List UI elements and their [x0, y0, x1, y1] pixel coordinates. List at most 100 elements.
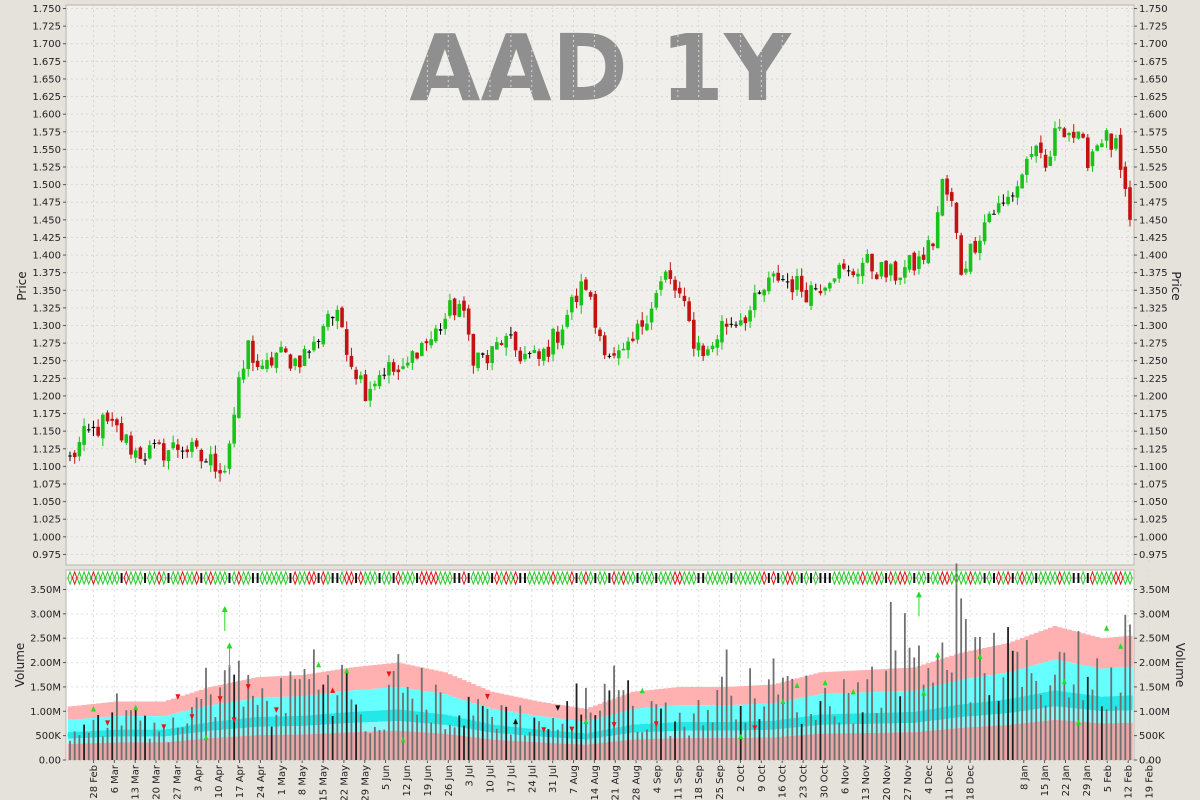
- volume-band-cyan: [527, 714, 533, 729]
- volume-band-pink: [949, 655, 955, 682]
- ohlc-body: [696, 342, 701, 351]
- price-tick-label-right: 1.750: [1139, 4, 1168, 15]
- volume-band-pink: [550, 703, 556, 718]
- volume-bar: [247, 674, 250, 760]
- volume-band-pink: [367, 665, 373, 690]
- ohlc-body: [1043, 154, 1048, 168]
- volume-band-pink: [808, 674, 814, 697]
- marker-bar-black: [819, 573, 822, 583]
- volume-bar: [1082, 700, 1084, 760]
- volume-bar: [786, 676, 789, 760]
- price-tick-label-right: 1.400: [1139, 251, 1168, 262]
- ohlc-body: [199, 449, 204, 462]
- price-tick-label-right: 1.625: [1139, 92, 1168, 103]
- volume-band-pink: [1061, 628, 1068, 662]
- volume-band-pink: [982, 647, 988, 676]
- ohlc-body: [978, 240, 982, 254]
- volume-bar: [688, 735, 691, 760]
- volume-band-cyan: [1071, 663, 1077, 693]
- signal-arrow-icon: [231, 717, 237, 723]
- ohlc-body: [912, 252, 917, 271]
- volume-band-teal: [635, 724, 641, 733]
- ohlc-body: [143, 459, 147, 461]
- volume-band-pink: [372, 665, 378, 689]
- volume-band-cyan: [274, 697, 280, 717]
- ohlc-body: [1076, 131, 1081, 139]
- volume-bar: [406, 686, 409, 760]
- ohlc-body: [1118, 134, 1123, 170]
- volume-bar: [181, 727, 184, 760]
- marker-diamond-green: [601, 570, 608, 586]
- signal-arrow-icon: [1075, 719, 1081, 725]
- volume-bar: [932, 682, 934, 760]
- volume-bar: [964, 619, 967, 760]
- marker-bar-black: [767, 573, 770, 583]
- signal-arrow-icon: [386, 671, 392, 678]
- date-tick-label: 3 Jul: [465, 765, 476, 787]
- marker-diamond-green: [906, 570, 913, 586]
- ohlc-body: [626, 341, 630, 351]
- ohlc-body: [884, 260, 888, 278]
- date-tick-label: 7 Aug: [569, 765, 580, 794]
- volume-band-pink: [128, 701, 134, 717]
- ohlc-body: [185, 449, 190, 453]
- volume-bar: [650, 701, 653, 760]
- volume-band-lightcyan: [372, 722, 378, 732]
- price-tick-label-left: 1.600: [32, 110, 61, 121]
- volume-bar: [116, 693, 118, 760]
- volume-band-pink: [700, 686, 706, 706]
- date-tick-label: 21 Aug: [611, 765, 622, 800]
- price-tick-label-left: 1.550: [32, 145, 61, 156]
- volume-band-cyan: [442, 694, 448, 715]
- volume-band-pink: [335, 669, 341, 693]
- volume-band-pink: [147, 701, 153, 717]
- volume-bar: [570, 729, 573, 760]
- volume-bar: [599, 710, 601, 760]
- volume-band-cyan: [100, 717, 106, 731]
- marker-bar-black: [655, 573, 658, 583]
- volume-bar: [622, 690, 625, 760]
- marker-diamond-red: [193, 570, 200, 586]
- ohlc-body: [1015, 186, 1020, 198]
- volume-bar: [1049, 685, 1052, 760]
- marker-diamond-green: [447, 570, 453, 586]
- volume-band-teal: [508, 726, 514, 735]
- marker-diamond-red: [569, 570, 575, 586]
- volume-band-pink: [358, 666, 364, 690]
- date-tick-label: 10 Jul: [486, 765, 497, 793]
- volume-bar: [144, 715, 146, 760]
- marker-bar-black: [983, 573, 986, 583]
- ohlc-body: [401, 366, 405, 369]
- price-tick-label-left: 1.725: [32, 22, 61, 33]
- date-tick-label: 24 Jul: [527, 765, 538, 793]
- volume-band-pink: [663, 688, 669, 707]
- volume-band-pink: [850, 670, 857, 693]
- price-tick-label-right: 1.475: [1139, 198, 1168, 209]
- volume-band-pink: [733, 686, 739, 705]
- price-axis-label-left: Price: [15, 271, 29, 300]
- volume-bar: [556, 729, 559, 760]
- ohlc-body: [1025, 158, 1029, 175]
- volume-bar: [613, 665, 615, 760]
- volume-band-pink: [456, 678, 463, 699]
- volume-band-pink: [410, 665, 416, 690]
- volume-bar: [303, 669, 306, 760]
- marker-diamond-green: [1127, 570, 1133, 586]
- marker-bar-black: [144, 573, 147, 583]
- ohlc-body: [68, 455, 72, 457]
- volume-band-pink: [1066, 629, 1072, 663]
- chart-title: AAD 1Y: [409, 15, 792, 122]
- volume-bar: [191, 707, 193, 760]
- price-tick-label-left: 1.200: [32, 391, 61, 402]
- volume-band-cyan: [1066, 662, 1072, 693]
- volume-band-pink: [1033, 632, 1039, 665]
- volume-band-cyan: [813, 695, 819, 716]
- volume-bar: [538, 721, 540, 760]
- volume-tick-label-right: 3.50M: [1139, 585, 1170, 596]
- volume-band-cyan: [1080, 665, 1086, 695]
- volume-bar: [373, 727, 376, 760]
- volume-band-cyan: [367, 689, 373, 711]
- volume-bar: [327, 674, 329, 760]
- volume-band-pink: [86, 704, 92, 719]
- price-tick-label-left: 1.500: [32, 180, 61, 191]
